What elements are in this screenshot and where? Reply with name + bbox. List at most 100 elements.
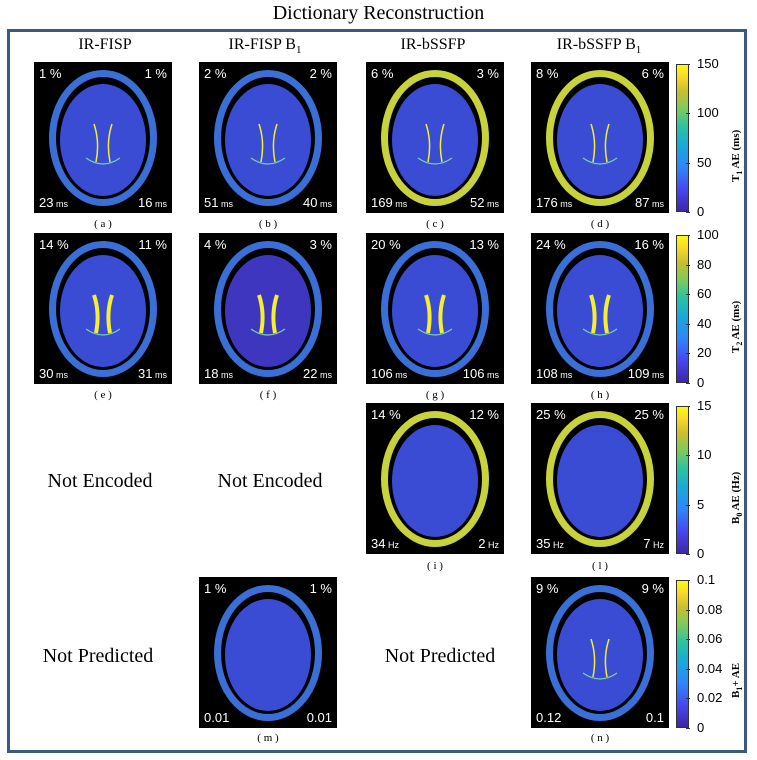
colorbar-label: B0 AE (Hz)	[730, 471, 745, 524]
panel-caption: ( l )	[592, 560, 608, 572]
error-percent-left: 8 %	[536, 66, 559, 81]
colorbar-tick-label: 150	[686, 56, 719, 71]
error-value-right: 52 ms	[470, 195, 499, 210]
map-panel: 14 % 11 % 30 ms 31 ms	[34, 233, 172, 384]
error-value-right: 7 Hz	[643, 536, 664, 551]
error-percent-left: 1 %	[204, 581, 227, 596]
error-percent-right: 9 %	[641, 581, 664, 596]
error-value-right: 0.01	[306, 710, 332, 725]
colorbar-label: T1 AE (ms)	[730, 129, 745, 182]
brain-map-image	[381, 411, 489, 547]
figure-title: Dictionary Reconstruction	[272, 2, 485, 24]
error-percent-right: 3 %	[476, 66, 499, 81]
brain-map-image	[49, 241, 157, 377]
error-value-right: 40 ms	[303, 195, 332, 210]
brain-map-image	[546, 585, 654, 721]
brain-map-image	[546, 241, 654, 377]
not-encoded-label-1: Not Encoded	[47, 470, 153, 492]
error-value-left: 169 ms	[371, 195, 408, 210]
map-panel: 6 % 3 % 169 ms 52 ms	[366, 62, 504, 213]
brain-map-image	[381, 70, 489, 206]
error-percent-right: 3 %	[309, 237, 332, 252]
error-percent-right: 13 %	[469, 237, 499, 252]
colorbar	[676, 64, 689, 212]
brain-map-image	[381, 241, 489, 377]
error-value-right: 87 ms	[635, 195, 664, 210]
error-percent-left: 24 %	[536, 237, 566, 252]
map-panel: 25 % 25 % 35 Hz 7 Hz	[531, 403, 669, 554]
colorbar-tick-label: 100	[686, 105, 719, 121]
panel-caption: ( c )	[426, 218, 444, 230]
colorbar-tick-label: 80	[685, 256, 712, 272]
error-value-left: 51 ms	[204, 195, 233, 210]
colorbar-tick-label: 0	[685, 546, 705, 561]
error-value-left: 106 ms	[371, 366, 408, 381]
panel-caption: ( f )	[259, 389, 277, 401]
panel-caption: ( h )	[590, 389, 610, 401]
error-percent-left: 20 %	[371, 237, 401, 252]
panel-caption: ( b )	[258, 218, 278, 230]
colorbar-label: B1+ AE	[730, 662, 745, 698]
error-value-left: 34 Hz	[371, 536, 399, 551]
map-panel: 1 % 1 % 23 ms 16 ms	[34, 62, 172, 213]
error-value-left: 30 ms	[39, 366, 68, 381]
error-percent-left: 9 %	[536, 581, 559, 596]
error-value-left: 0.12	[536, 710, 562, 725]
error-percent-right: 12 %	[469, 407, 499, 422]
colorbar-tick-label: 15	[685, 398, 712, 413]
error-percent-left: 25 %	[536, 407, 566, 422]
brain-map-image	[49, 70, 157, 206]
brain-map-image	[546, 411, 654, 547]
error-percent-left: 14 %	[39, 237, 69, 252]
error-percent-left: 1 %	[39, 66, 62, 81]
colorbar-tick-label: 0	[685, 375, 705, 390]
column-header-ir-bssfp-b1: IR-bSSFP B1	[556, 36, 642, 57]
error-value-right: 22 ms	[303, 366, 332, 381]
colorbar-tick-label: 40	[685, 315, 712, 331]
map-panel: 2 % 2 % 51 ms 40 ms	[199, 62, 337, 213]
panel-caption: ( g )	[425, 389, 445, 401]
colorbar	[676, 235, 689, 383]
colorbar-tick-label: 0.1	[685, 572, 716, 587]
not-encoded-label-2: Not Encoded	[217, 470, 323, 492]
panel-caption: ( m )	[257, 732, 279, 744]
error-value-left: 108 ms	[536, 366, 573, 381]
error-percent-right: 1 %	[144, 66, 167, 81]
error-value-left: 35 Hz	[536, 536, 564, 551]
error-percent-left: 6 %	[371, 66, 394, 81]
error-percent-right: 11 %	[138, 237, 167, 252]
error-value-right: 31 ms	[138, 366, 167, 381]
colorbar-tick-label: 60	[685, 286, 712, 302]
panel-caption: ( i )	[427, 560, 443, 572]
colorbar-tick-label: 0	[685, 204, 705, 219]
map-panel: 14 % 12 % 34 Hz 2 Hz	[366, 403, 504, 554]
error-percent-right: 25 %	[634, 407, 664, 422]
colorbar-tick-label: 10	[685, 447, 712, 463]
error-value-left: 176 ms	[536, 195, 573, 210]
map-panel: 9 % 9 % 0.12 0.1	[531, 577, 669, 728]
error-percent-right: 16 %	[634, 237, 664, 252]
colorbar	[676, 406, 689, 554]
not-predicted-label-2: Not Predicted	[384, 645, 496, 667]
error-value-right: 2 Hz	[478, 536, 499, 551]
map-panel: 24 % 16 % 108 ms 109 ms	[531, 233, 669, 384]
figure-frame	[7, 29, 747, 753]
colorbar-tick-label: 20	[685, 345, 712, 361]
map-panel: 20 % 13 % 106 ms 106 ms	[366, 233, 504, 384]
panel-caption: ( a )	[94, 218, 112, 230]
colorbar-tick-label: 0	[685, 720, 705, 735]
error-value-left: 0.01	[204, 710, 230, 725]
map-panel: 8 % 6 % 176 ms 87 ms	[531, 62, 669, 213]
panel-caption: ( e )	[94, 389, 112, 401]
brain-map-image	[214, 585, 322, 721]
error-percent-right: 1 %	[309, 581, 332, 596]
colorbar-tick-label: 0.06	[685, 631, 723, 647]
error-percent-left: 14 %	[371, 407, 401, 422]
column-header-ir-fisp-b1: IR-FISP B1	[228, 36, 302, 57]
colorbar-label: T2 AE (ms)	[730, 300, 745, 353]
error-value-right: 0.1	[645, 710, 664, 725]
error-value-right: 106 ms	[462, 366, 499, 381]
colorbar-tick-label: 0.04	[685, 660, 723, 676]
error-percent-left: 4 %	[204, 237, 227, 252]
brain-map-image	[214, 70, 322, 206]
